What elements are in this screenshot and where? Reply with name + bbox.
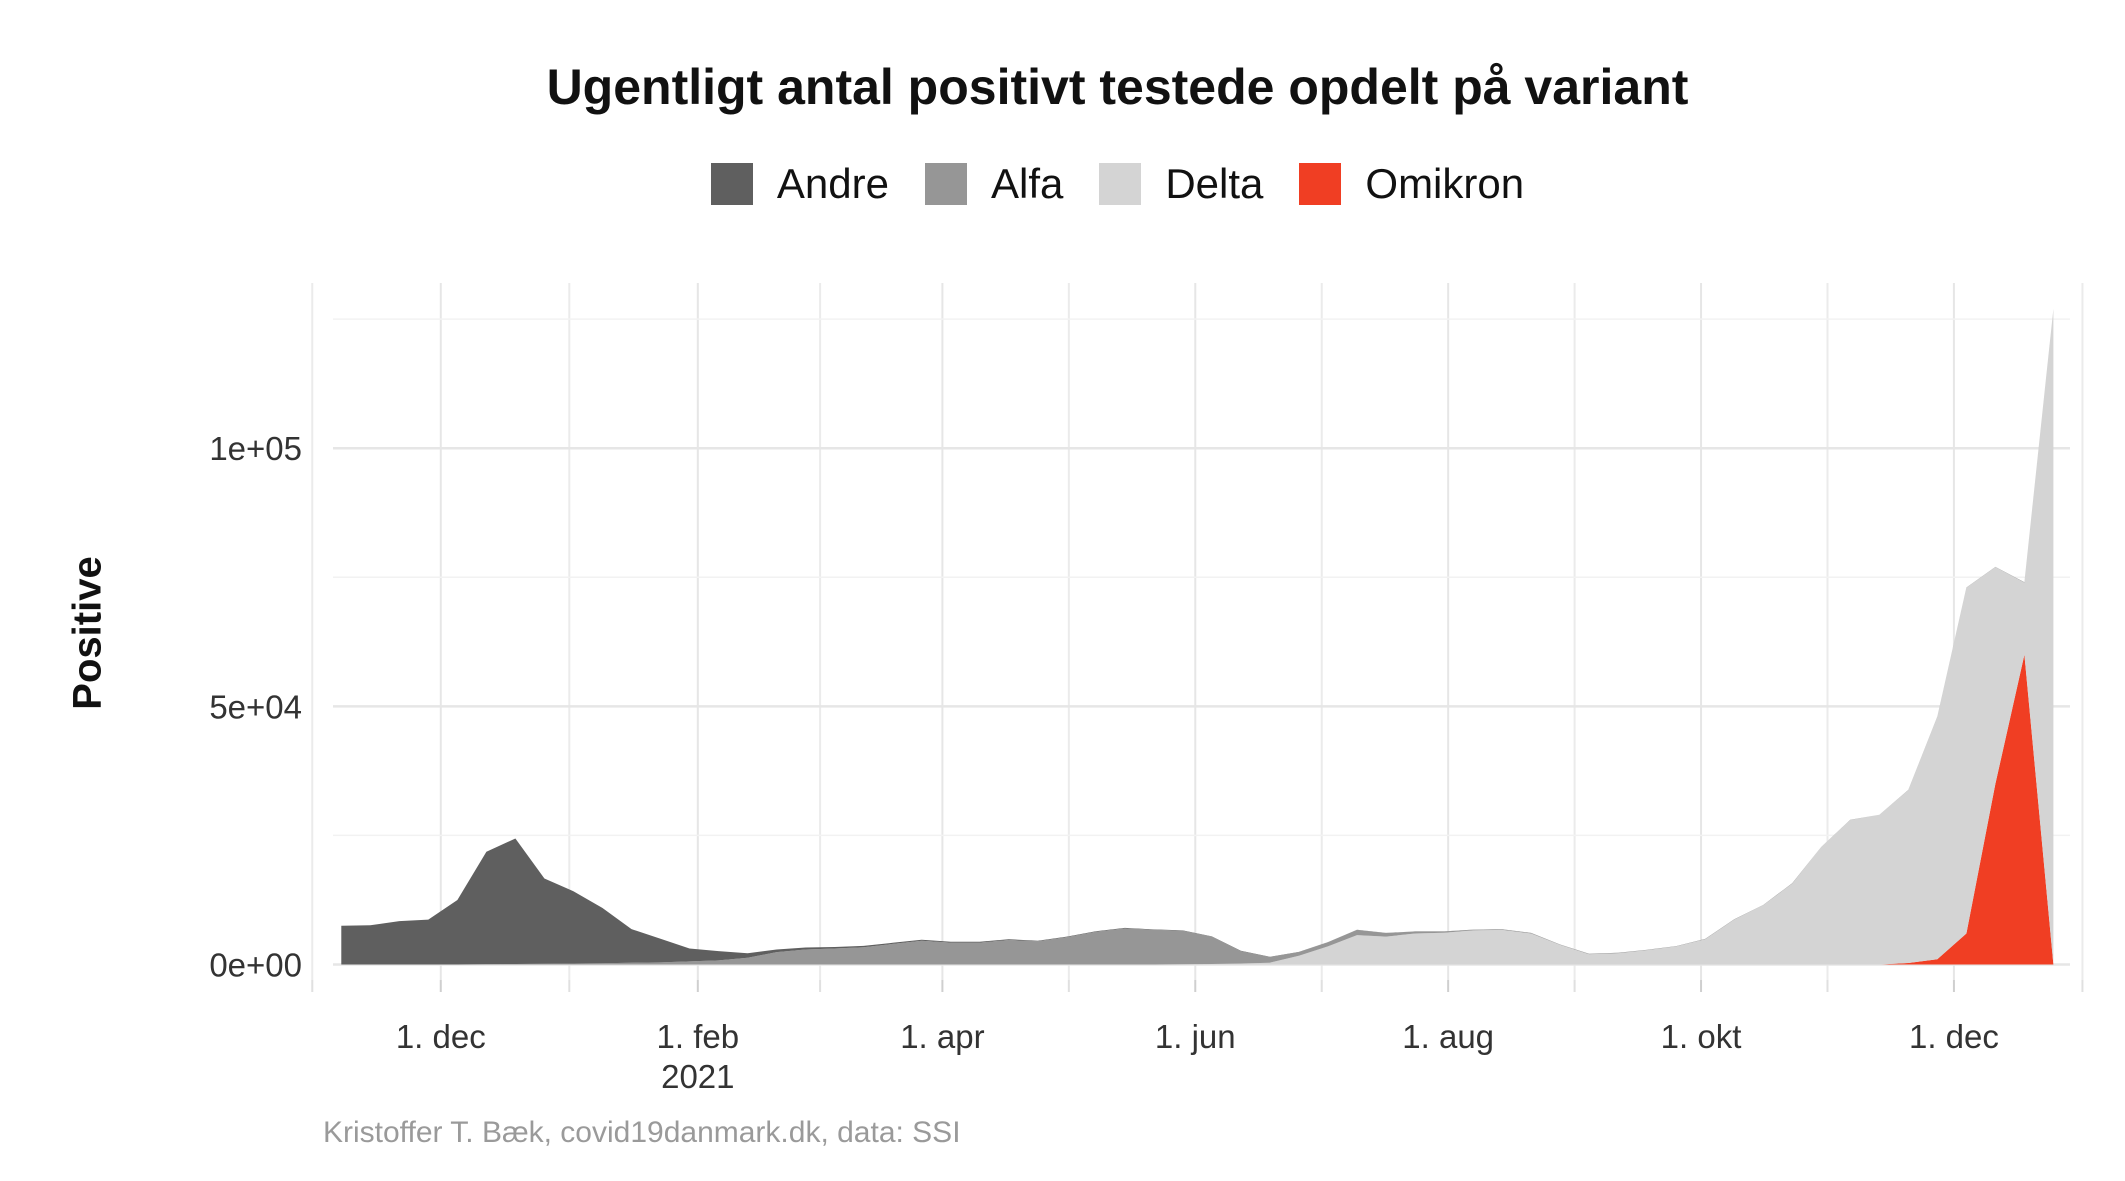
area-delta <box>341 308 2054 965</box>
legend-item-omikron: Omikron <box>1299 160 1524 208</box>
chart-title: Ugentligt antal positivt testede opdelt … <box>546 59 1689 115</box>
area-andre <box>341 308 2054 965</box>
x-tick-label: 1. aug <box>1402 1018 1494 1055</box>
x-tick-label: 1. feb <box>657 1018 740 1055</box>
legend-label-delta: Delta <box>1165 160 1264 207</box>
grid-lines <box>311 283 2084 980</box>
legend-item-andre: Andre <box>710 160 889 208</box>
x-tick-label: 1. okt <box>1661 1018 1742 1055</box>
x-tick-sublabel: 2021 <box>661 1058 734 1095</box>
legend-item-alfa: Alfa <box>924 160 1064 208</box>
legend-key-omikron <box>1299 163 1342 205</box>
legend-label-omikron: Omikron <box>1365 160 1525 207</box>
legend-item-delta: Delta <box>1099 160 1263 208</box>
legend-label-andre: Andre <box>776 160 889 207</box>
x-tick-label: 1. apr <box>900 1018 984 1055</box>
caption: Kristoffer T. Bæk, covid19danmark.dk, da… <box>323 1116 961 1149</box>
x-tick-label: 1. jun <box>1155 1018 1236 1055</box>
legend-label-alfa: Alfa <box>990 160 1064 207</box>
x-tick-label: 1. dec <box>1909 1018 1999 1055</box>
y-tick-label: 1e+05 <box>209 430 302 467</box>
x-tick-label: 1. dec <box>396 1018 486 1055</box>
axis-ticks <box>311 980 2084 992</box>
y-tick-label: 0e+00 <box>209 947 302 984</box>
y-tick-label: 5e+04 <box>209 688 302 725</box>
legend-key-andre <box>710 163 753 205</box>
legend-key-alfa <box>924 163 967 205</box>
legend-key-delta <box>1099 163 1142 205</box>
area-alfa <box>341 308 2054 965</box>
y-tick-labels: 0e+00 5e+04 1e+05 <box>209 430 302 983</box>
series-areas <box>341 308 2054 965</box>
legend: Andre Alfa Delta Omikron <box>0 160 2125 208</box>
